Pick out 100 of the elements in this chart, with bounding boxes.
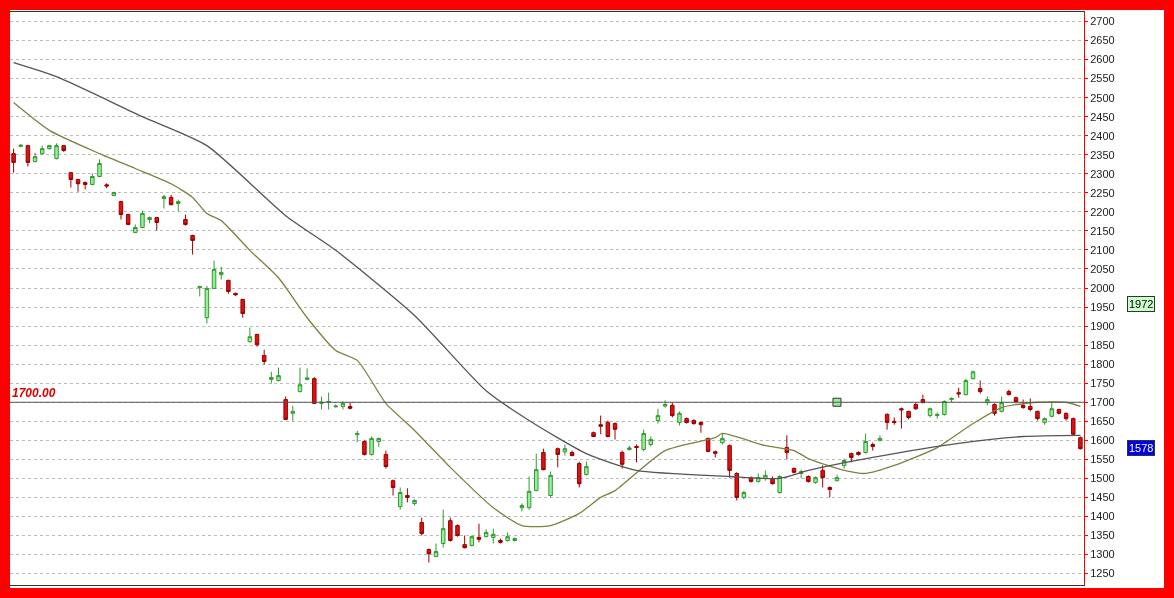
candlestick (977, 380, 983, 394)
candlestick (90, 172, 95, 186)
y-tick-label: 1250 (1090, 567, 1115, 580)
candlestick (734, 471, 739, 501)
candlestick (605, 420, 611, 438)
candlestick (741, 490, 747, 500)
candlestick (569, 450, 575, 457)
candlestick (419, 517, 424, 536)
candlestick (197, 285, 202, 297)
candlestick (777, 474, 782, 495)
candlestick (834, 474, 840, 482)
candlestick (68, 171, 74, 189)
candlestick (820, 464, 825, 489)
candlestick (233, 292, 238, 297)
y-tick-label: 1550 (1090, 453, 1115, 466)
candlestick (598, 415, 603, 435)
candlestick (290, 405, 296, 422)
candlestick (333, 404, 339, 409)
candlestick (913, 401, 918, 411)
y-tick-label: 1900 (1090, 319, 1115, 332)
candlestick (347, 401, 353, 410)
candlestick (226, 279, 231, 295)
candlestick (1028, 397, 1033, 412)
candlestick (720, 432, 725, 446)
candlestick (491, 528, 496, 544)
y-tick-label: 2050 (1090, 262, 1115, 275)
candlestick (541, 448, 546, 471)
candlestick (133, 223, 138, 234)
candlestick (884, 412, 890, 431)
candlestick (576, 461, 582, 489)
candlestick (691, 418, 697, 426)
y-tick-label: 1800 (1090, 358, 1115, 371)
y-tick-label: 1750 (1090, 377, 1115, 390)
candlestick (806, 474, 811, 484)
y-tick-label: 2200 (1090, 205, 1115, 218)
candlestick (297, 367, 303, 393)
candlestick (304, 367, 310, 381)
candlestick (397, 487, 403, 511)
candlestick (147, 215, 152, 224)
candlestick (1078, 436, 1083, 450)
candlestick (183, 214, 188, 227)
text: 1578 (1129, 442, 1154, 454)
y-tick-label: 1650 (1090, 415, 1115, 428)
candlestick (512, 536, 518, 543)
candlestick (555, 447, 560, 468)
candlestick (161, 194, 167, 209)
candlestick (1063, 412, 1069, 422)
candlestick (283, 396, 288, 421)
candlestick (1006, 389, 1012, 396)
y-tick-label: 1950 (1090, 300, 1115, 313)
y-tick-label: 2550 (1090, 72, 1115, 85)
candlestick (462, 535, 467, 549)
candlestick (562, 444, 568, 457)
candlestick (218, 266, 224, 281)
candlestick (362, 439, 367, 457)
candlestick (390, 479, 396, 497)
candlestick (211, 260, 217, 290)
candlestick (32, 152, 38, 163)
candlestick (111, 191, 117, 197)
candlestick (1042, 416, 1047, 426)
candlestick (813, 475, 818, 485)
y-tick-label: 1700 (1090, 396, 1115, 409)
candlestick (705, 437, 711, 454)
candlestick (949, 396, 954, 403)
candlestick (526, 475, 532, 511)
y-tick-label: 2000 (1090, 281, 1115, 294)
candlestick (476, 523, 482, 543)
candlestick (426, 547, 432, 564)
candlestick (168, 194, 174, 206)
line-series (12, 101, 1082, 528)
candlestick (455, 523, 460, 538)
candlestick (1071, 416, 1076, 436)
candlestick (118, 200, 124, 220)
candlestick (934, 412, 940, 420)
candlestick (899, 407, 904, 430)
candlestick (61, 144, 66, 153)
candlestick (104, 182, 109, 189)
candlestick (791, 466, 797, 474)
candlestick (655, 408, 661, 425)
candlestick (18, 143, 23, 148)
candlestick (433, 543, 439, 558)
candlestick (863, 432, 868, 455)
line-series (12, 61, 1082, 480)
candlestick (1035, 410, 1040, 422)
candlestick (54, 142, 59, 160)
candlestick (125, 213, 131, 226)
candlestick (827, 485, 833, 498)
candlestick (240, 298, 245, 319)
candlestick (97, 158, 102, 178)
candlestick (326, 392, 331, 410)
candlestick (956, 387, 961, 399)
candlestick (1020, 399, 1026, 410)
candlestick (483, 528, 489, 538)
candlestick (25, 144, 31, 168)
y-tick-label: 2300 (1090, 167, 1115, 180)
candlestick (140, 210, 145, 229)
candlestick (627, 445, 632, 452)
candlestick (261, 349, 267, 366)
y-tick-label: 2400 (1090, 129, 1115, 142)
candlestick (648, 436, 654, 447)
